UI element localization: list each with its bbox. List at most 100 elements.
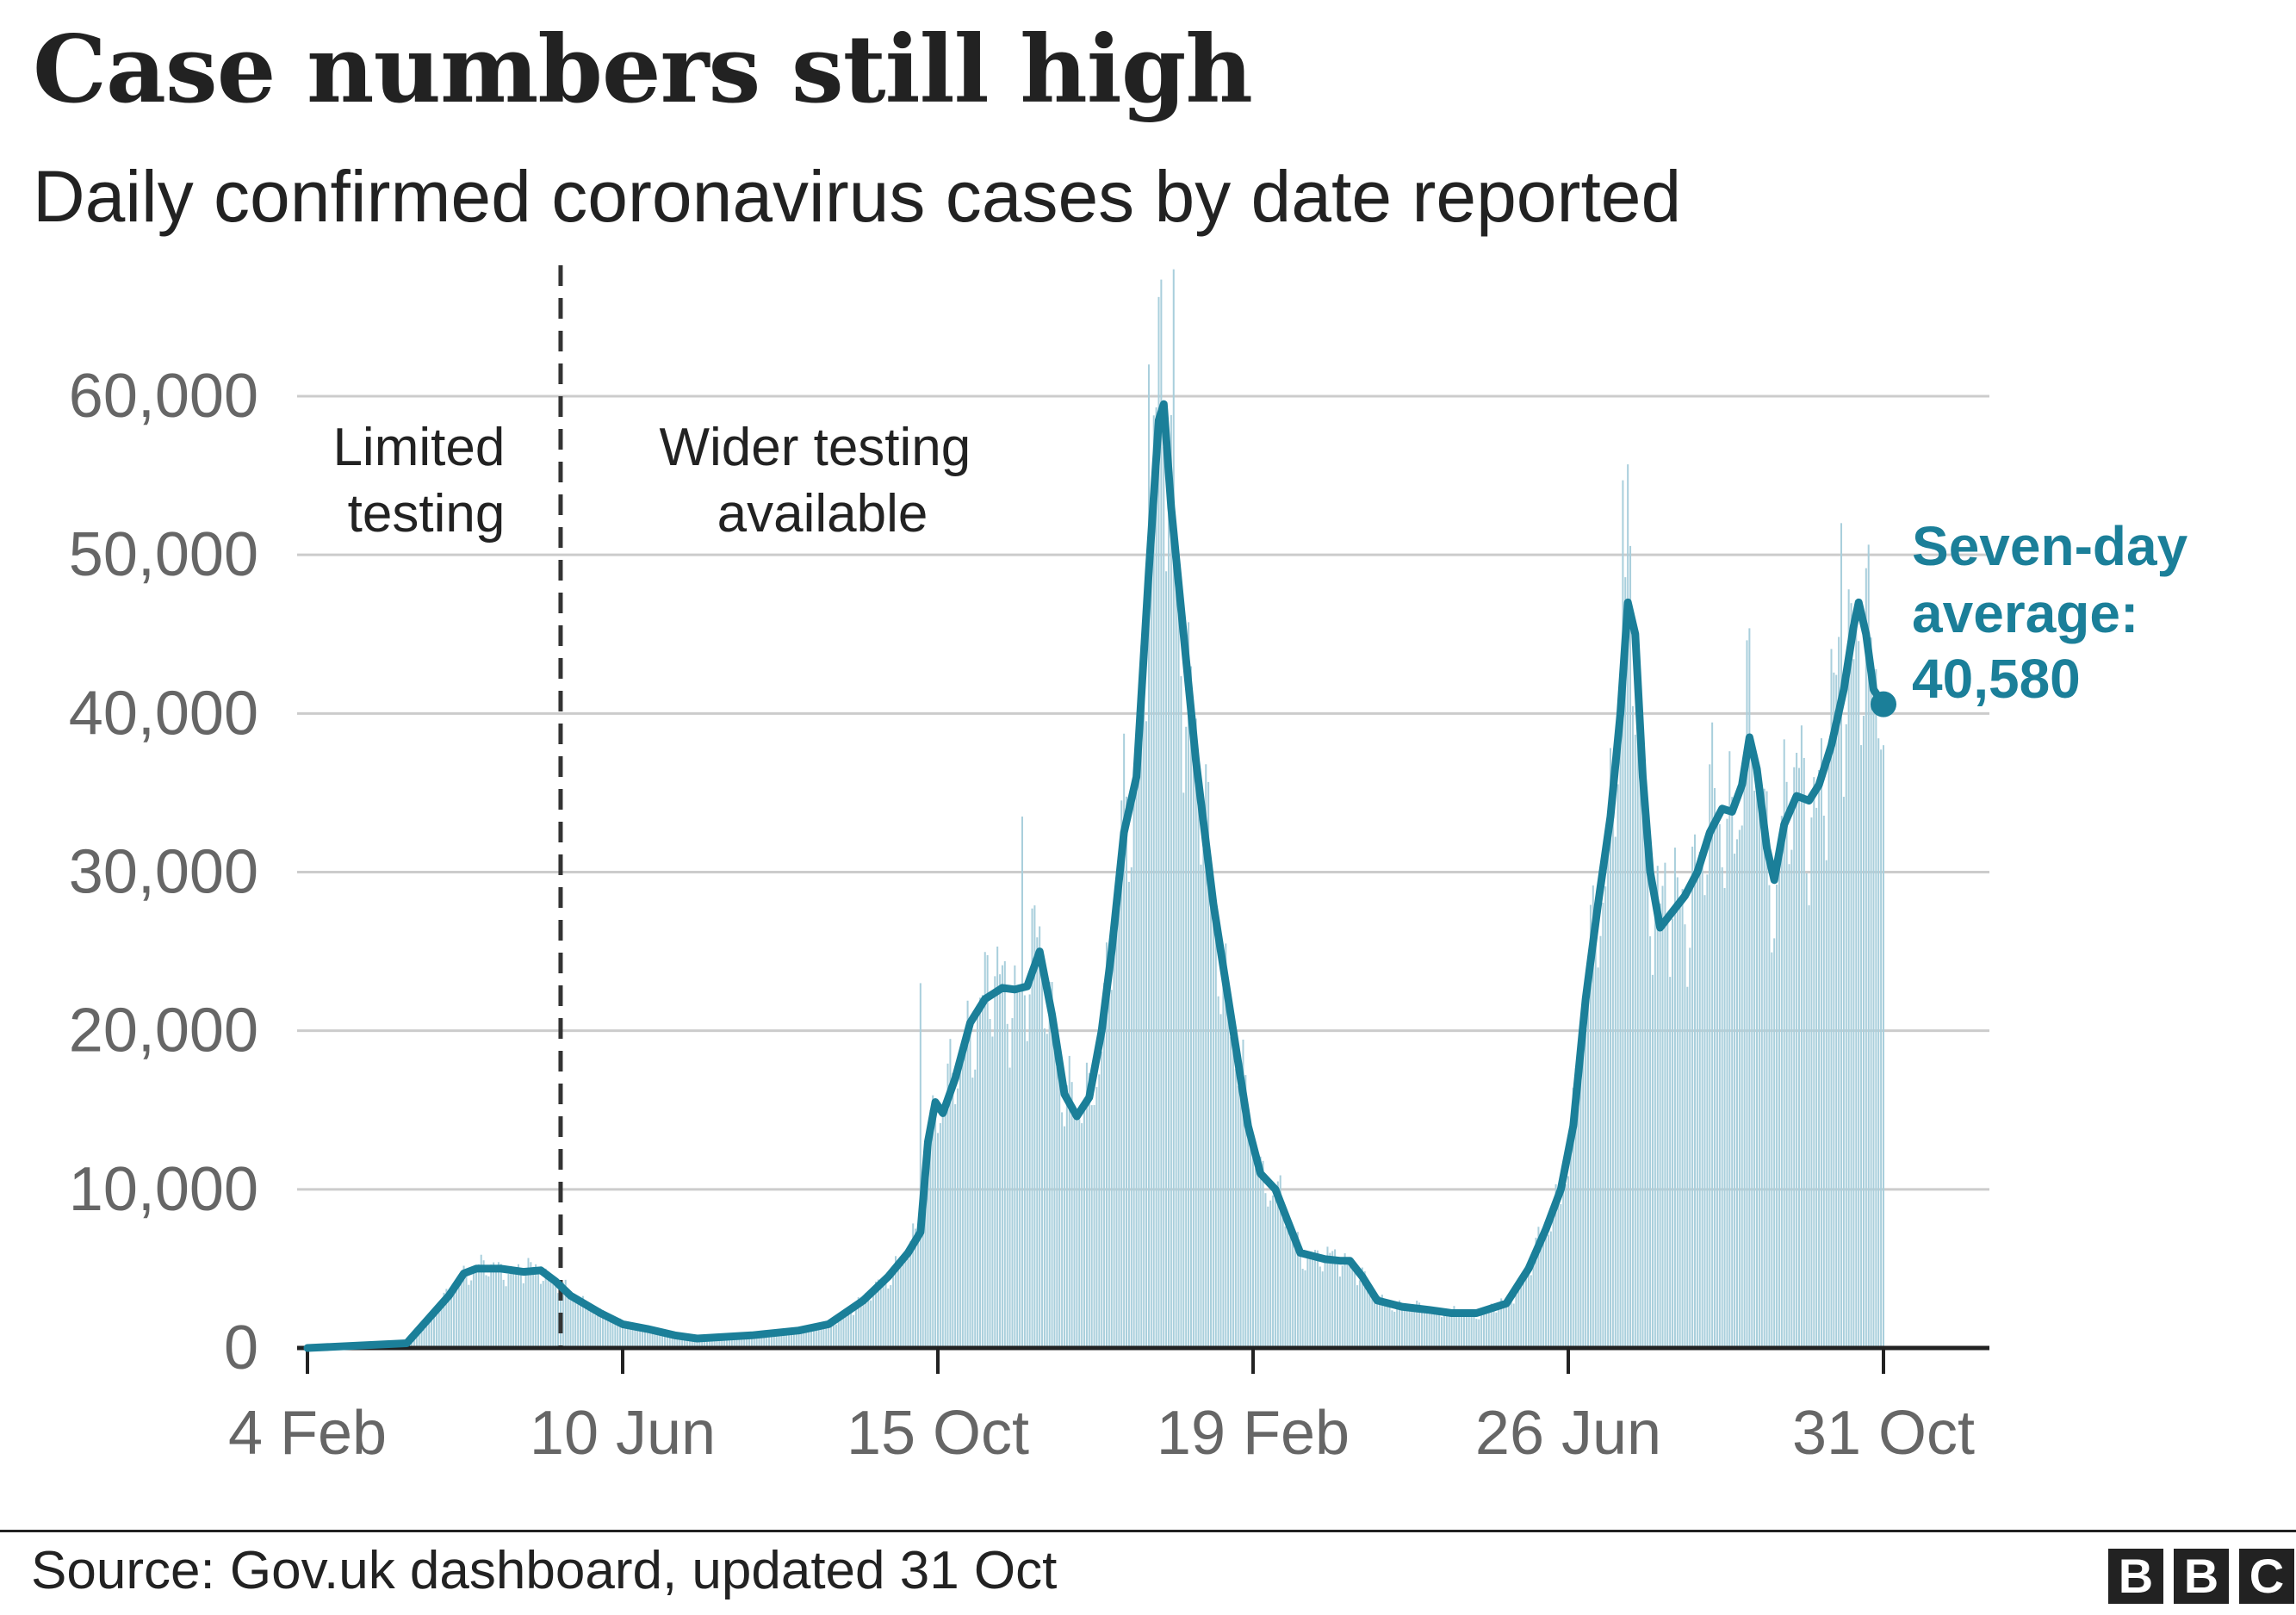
daily-bar — [746, 1335, 748, 1348]
daily-bar — [1175, 558, 1177, 1348]
daily-bar — [1659, 903, 1661, 1348]
daily-bar — [1855, 626, 1858, 1348]
daily-bar — [1425, 1312, 1428, 1348]
daily-bar — [1684, 924, 1686, 1348]
daily-bar — [1120, 800, 1123, 1348]
daily-bar — [1731, 797, 1734, 1348]
daily-bar — [919, 983, 922, 1348]
daily-bar — [1247, 1127, 1250, 1348]
daily-bar — [1776, 884, 1778, 1348]
daily-bar — [577, 1304, 580, 1348]
daily-bar — [1403, 1308, 1406, 1348]
daily-bar — [1693, 834, 1696, 1348]
daily-bar — [1808, 905, 1810, 1348]
daily-bar — [738, 1333, 741, 1348]
daily-bar — [1520, 1277, 1523, 1348]
daily-bar — [954, 1103, 957, 1348]
daily-bar — [1567, 1176, 1570, 1348]
daily-bar — [1023, 995, 1026, 1348]
daily-bar — [1656, 866, 1659, 1348]
daily-bar — [929, 1109, 932, 1348]
daily-bar — [1123, 733, 1126, 1348]
daily-bar — [1376, 1304, 1379, 1348]
daily-bar — [693, 1338, 696, 1348]
daily-bar — [1207, 781, 1210, 1348]
daily-bar — [1279, 1175, 1281, 1348]
daily-bar — [1341, 1265, 1343, 1348]
daily-bar — [1259, 1156, 1262, 1348]
daily-bar — [1254, 1168, 1257, 1348]
daily-bar — [1319, 1266, 1321, 1348]
daily-bar — [874, 1281, 877, 1348]
daily-bar — [1143, 634, 1145, 1348]
daily-bar — [1257, 1170, 1259, 1348]
daily-bar — [574, 1301, 577, 1348]
daily-bar — [1374, 1301, 1376, 1348]
daily-bar — [1681, 889, 1684, 1348]
daily-bar — [1838, 637, 1840, 1348]
daily-bar — [1785, 781, 1788, 1348]
daily-bar — [1877, 738, 1880, 1348]
daily-bar — [783, 1332, 785, 1348]
daily-bar — [1090, 1105, 1093, 1348]
daily-bar — [1180, 676, 1182, 1348]
daily-bar — [969, 1023, 971, 1348]
daily-bar — [1408, 1308, 1411, 1348]
daily-bar — [611, 1319, 614, 1348]
daily-bar — [1101, 1051, 1103, 1348]
daily-bar — [497, 1262, 500, 1348]
daily-bar — [1669, 977, 1672, 1348]
daily-bar — [1284, 1226, 1287, 1348]
daily-bar — [1292, 1229, 1294, 1348]
daily-bar — [1594, 943, 1597, 1348]
daily-bar — [854, 1308, 857, 1348]
daily-bar — [1790, 849, 1793, 1348]
daily-bar — [817, 1328, 820, 1348]
daily-bar — [684, 1335, 686, 1348]
daily-bar — [1597, 967, 1599, 1348]
daily-bar — [572, 1295, 574, 1348]
daily-bar — [413, 1335, 415, 1348]
seven-day-average-label: Seven-day average: 40,580 — [1912, 515, 2203, 710]
daily-bar — [432, 1314, 435, 1348]
daily-bar — [1316, 1250, 1319, 1348]
daily-bar — [1666, 922, 1669, 1348]
daily-bar — [1289, 1221, 1292, 1348]
daily-bar — [1458, 1316, 1461, 1348]
daily-bar — [927, 1154, 929, 1348]
daily-bar — [1299, 1249, 1301, 1348]
daily-bar — [932, 1095, 934, 1348]
daily-bar — [1202, 848, 1205, 1348]
daily-bar — [1882, 745, 1885, 1348]
daily-bar — [1505, 1301, 1507, 1348]
daily-bar — [1760, 823, 1763, 1348]
daily-bar — [1746, 640, 1748, 1348]
daily-bar — [1413, 1306, 1416, 1348]
daily-bar — [1068, 1055, 1070, 1348]
daily-bar — [1244, 1075, 1247, 1348]
daily-bar — [1492, 1309, 1495, 1348]
daily-bar — [1354, 1271, 1356, 1348]
daily-bar — [507, 1273, 510, 1348]
daily-bar — [681, 1337, 684, 1348]
daily-bar — [1157, 296, 1160, 1348]
daily-bar — [651, 1328, 654, 1348]
bbc-logo-letter-1: B — [2108, 1549, 2163, 1604]
daily-bar — [679, 1339, 681, 1348]
daily-bar — [1217, 996, 1219, 1348]
daily-bar — [1701, 845, 1703, 1348]
x-tick-label: 26 Jun — [1475, 1399, 1661, 1468]
daily-bar — [723, 1337, 726, 1348]
annotation-limited-testing-line-2: testing — [348, 484, 506, 544]
bbc-logo-letter-3: C — [2239, 1549, 2294, 1604]
daily-bar — [440, 1302, 443, 1348]
footer-divider — [0, 1530, 2296, 1532]
daily-bar — [1219, 1014, 1222, 1348]
daily-bar — [663, 1332, 667, 1348]
daily-bar — [530, 1262, 532, 1348]
daily-bar — [1008, 1067, 1011, 1348]
daily-bar — [1423, 1313, 1425, 1348]
daily-bar — [698, 1339, 701, 1348]
daily-bar — [753, 1335, 755, 1348]
daily-bar — [1165, 571, 1168, 1348]
